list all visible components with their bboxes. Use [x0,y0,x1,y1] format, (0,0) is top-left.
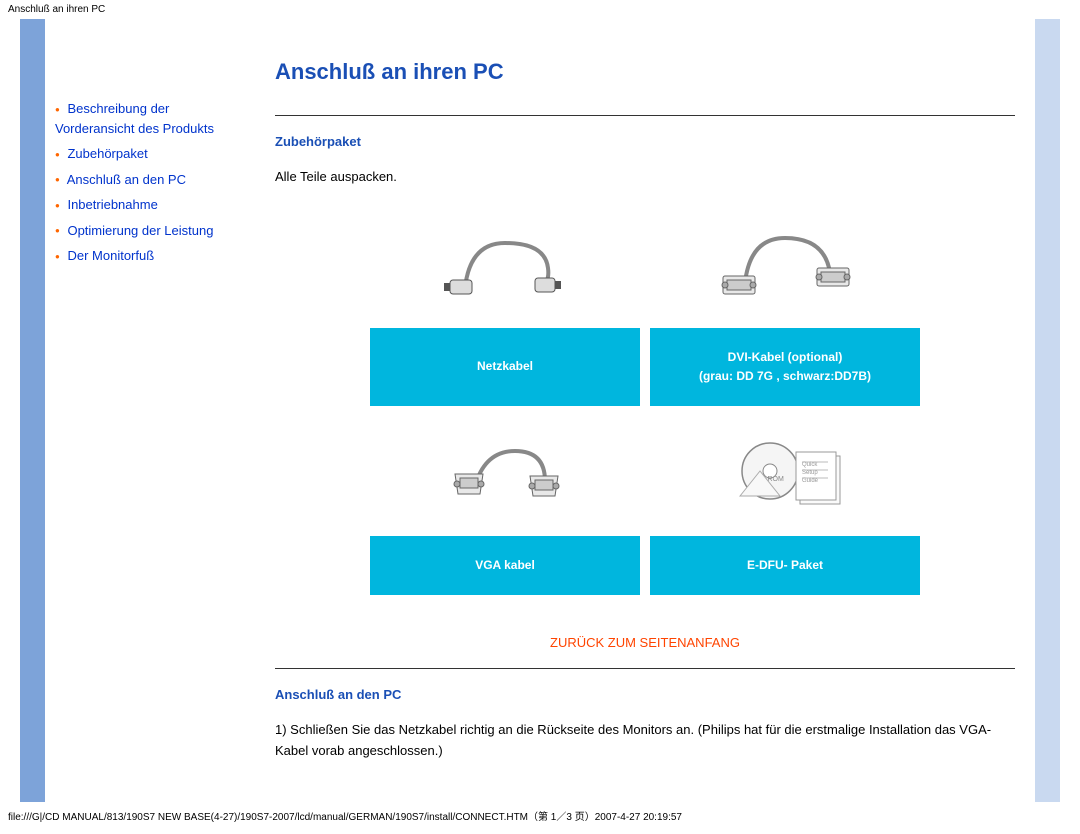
sidebar-link[interactable]: Optimierung der Leistung [67,223,213,238]
label-text: VGA kabel [380,556,630,575]
bullet-icon: ● [55,175,60,184]
sidebar-link[interactable]: Beschreibung der Vorderansicht des Produ… [55,101,214,136]
bullet-icon: ● [55,252,60,261]
label-text: E-DFU- Paket [660,556,910,575]
label-text: Netzkabel [380,357,630,376]
svg-text:Setup: Setup [802,470,818,476]
image-row: CD-ROM Quick Setup Guide [365,416,925,526]
right-decoration-bar [1035,19,1060,802]
sidebar-link[interactable]: Der Monitorfuß [67,248,154,263]
section-text: Alle Teile auspacken. [275,167,1015,188]
step-text: 1) Schließen Sie das Netzkabel richtig a… [275,720,1015,762]
sidebar-link[interactable]: Inbetriebnahme [67,197,157,212]
image-row [365,208,925,318]
sidebar-link[interactable]: Anschluß an den PC [67,172,186,187]
divider [275,668,1015,669]
svg-text:Quick: Quick [802,462,818,468]
sidebar-item-optimizing[interactable]: ● Optimierung der Leistung [55,221,245,241]
bullet-icon: ● [55,150,60,159]
label-text: (grau: DD 7G , schwarz:DD7B) [660,367,910,386]
sidebar-item-base[interactable]: ● Der Monitorfuß [55,246,245,266]
section-heading-accessories: Zubehörpaket [275,134,1015,149]
sidebar: ● Beschreibung der Vorderansicht des Pro… [45,19,255,802]
footer-path: file:///G|/CD MANUAL/813/190S7 NEW BASE(… [0,802,1080,829]
sidebar-item-getting-started[interactable]: ● Inbetriebnahme [55,195,245,215]
dvi-cable-icon [655,218,915,308]
bullet-icon: ● [55,201,60,210]
label-row: Netzkabel DVI-Kabel (optional) (grau: DD… [365,328,925,406]
label-text: DVI-Kabel (optional) [660,348,910,367]
label-row: VGA kabel E-DFU- Paket [365,536,925,595]
main-content: Anschluß an ihren PC Zubehörpaket Alle T… [255,19,1035,802]
sidebar-item-accessories[interactable]: ● Zubehörpaket [55,144,245,164]
label-dvi: DVI-Kabel (optional) (grau: DD 7G , schw… [650,328,920,406]
header-path: Anschluß an ihren PC [0,0,1080,19]
divider [275,115,1015,116]
sidebar-link[interactable]: Zubehörpaket [67,146,147,161]
section-heading-connecting: Anschluß an den PC [275,687,1015,702]
vga-cable-icon [375,426,635,516]
bullet-icon: ● [55,105,60,114]
page-wrap: ● Beschreibung der Vorderansicht des Pro… [0,19,1080,802]
edfu-pack-icon: CD-ROM Quick Setup Guide [655,426,915,516]
svg-text:Guide: Guide [802,478,819,484]
power-cable-icon [375,218,635,308]
sidebar-item-connecting[interactable]: ● Anschluß an den PC [55,170,245,190]
left-decoration-bar [20,19,45,802]
label-netzkabel: Netzkabel [370,328,640,406]
label-edfu: E-DFU- Paket [650,536,920,595]
bullet-icon: ● [55,226,60,235]
sidebar-item-description[interactable]: ● Beschreibung der Vorderansicht des Pro… [55,99,245,138]
accessory-grid: Netzkabel DVI-Kabel (optional) (grau: DD… [365,208,925,596]
label-vga: VGA kabel [370,536,640,595]
back-to-top-link[interactable]: ZURÜCK ZUM SEITENANFANG [275,635,1015,650]
page-title: Anschluß an ihren PC [275,59,1015,85]
